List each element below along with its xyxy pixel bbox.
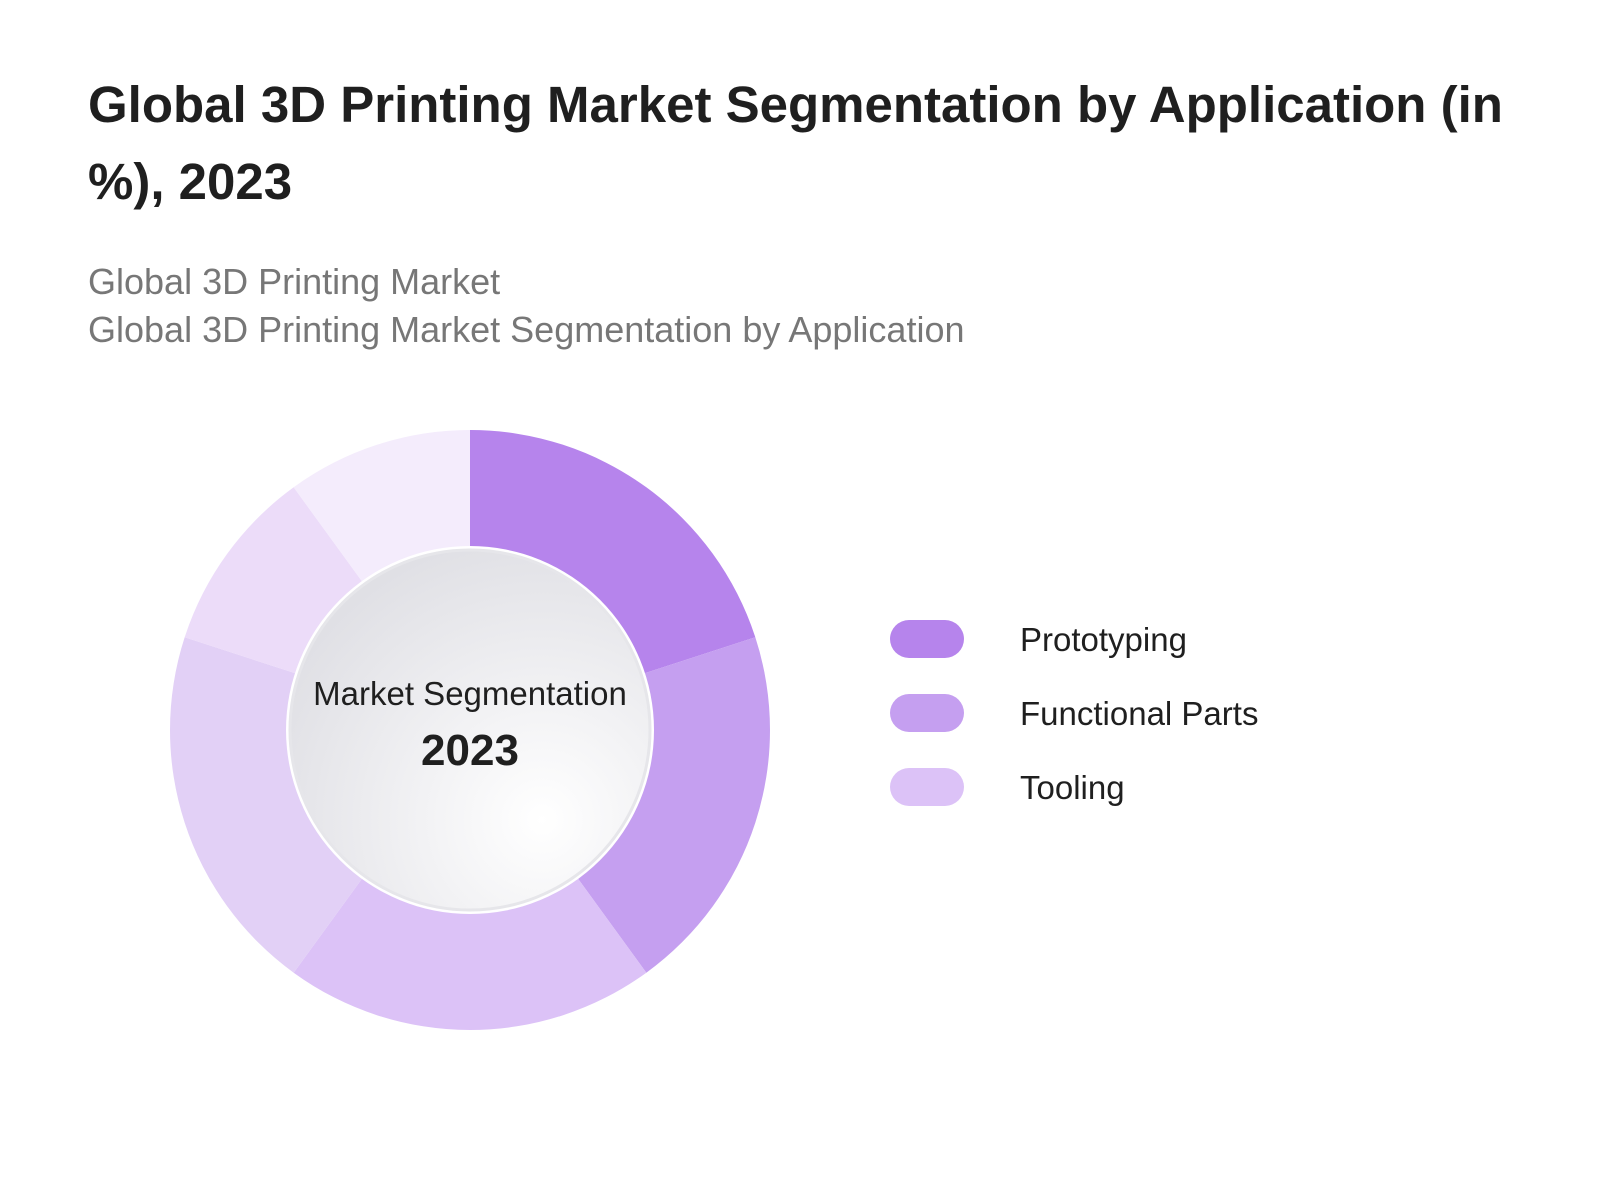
donut-slice-1 <box>470 430 756 675</box>
center-label: Market Segmentation <box>313 675 627 712</box>
center-disc <box>288 548 652 912</box>
donut-slice-4 <box>170 637 365 973</box>
donut-slice-6 <box>293 430 470 585</box>
center-year: 2023 <box>421 726 519 775</box>
donut-slices <box>170 430 770 1030</box>
legend-item-functional-parts: Functional Parts <box>890 694 1490 734</box>
legend-swatch <box>890 694 964 732</box>
legend-swatch <box>890 768 964 806</box>
legend-swatch <box>890 620 964 658</box>
chart-subtitle-2: Global 3D Printing Market Segmentation b… <box>88 309 965 350</box>
chart-title: Global 3D Printing Market Segmentation b… <box>88 76 1503 210</box>
donut-slice-2 <box>575 637 770 973</box>
legend-label: Prototyping <box>1020 621 1187 658</box>
legend-label: Functional Parts <box>1020 695 1259 732</box>
legend-item-prototyping: Prototyping <box>890 620 1490 660</box>
donut-slice-3 <box>293 875 647 1030</box>
legend-item-tooling: Tooling <box>890 768 1490 808</box>
chart-subtitle-1: Global 3D Printing Market <box>88 261 501 302</box>
legend-label: Tooling <box>1020 769 1125 806</box>
donut-chart: Market Segmentation 2023 <box>170 430 770 1030</box>
